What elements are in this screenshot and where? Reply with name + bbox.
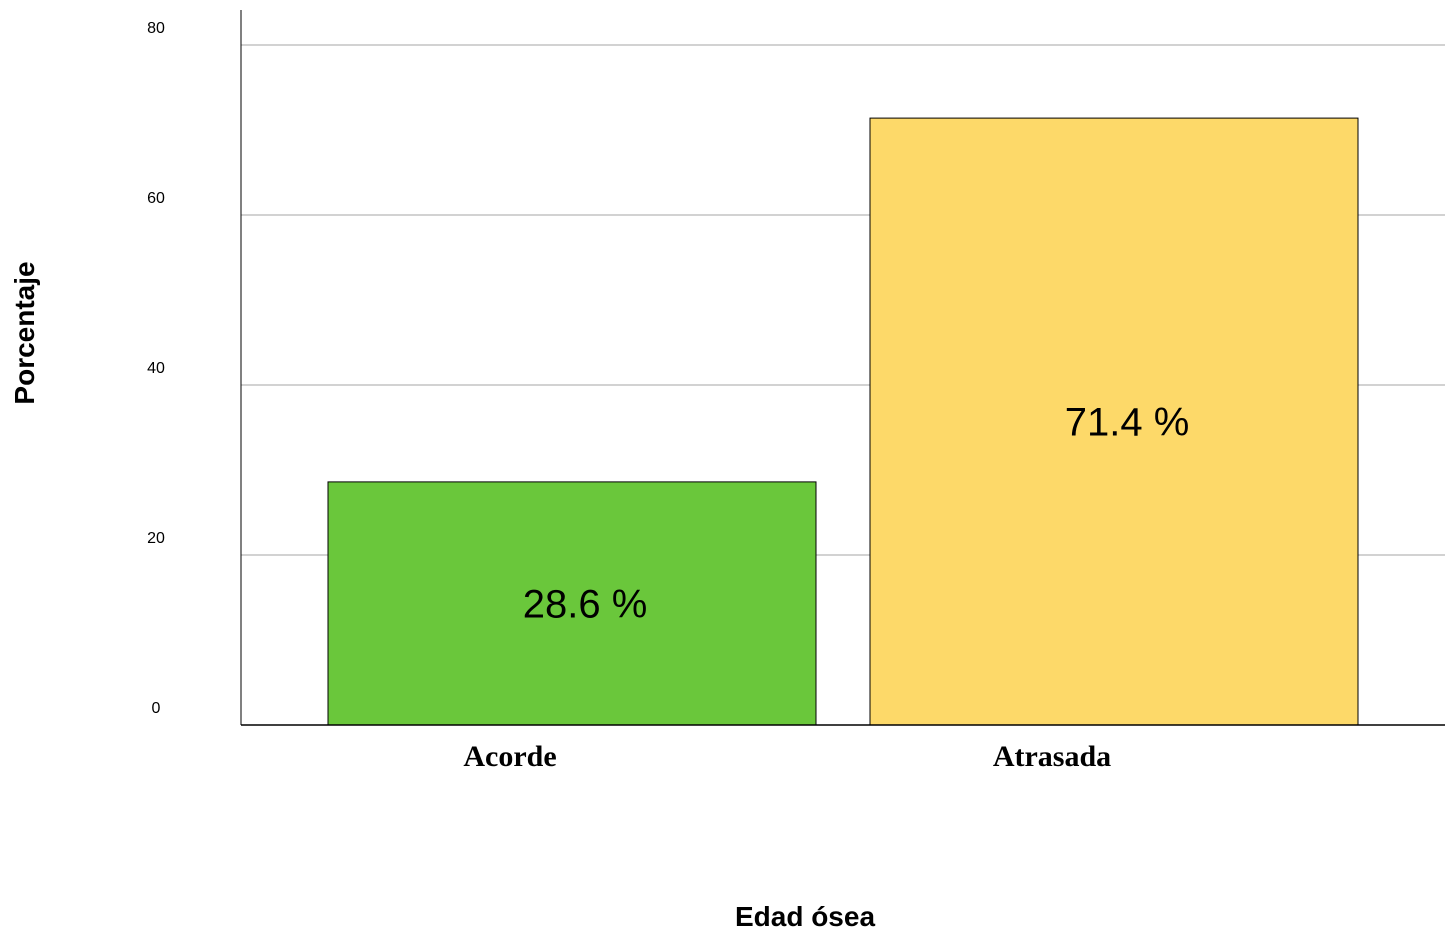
data-label-atrasada: 71.4 % (1065, 401, 1190, 445)
data-label-acorde: 28.6 % (523, 582, 648, 626)
x-category-label: Acorde (463, 740, 556, 773)
y-tick-label: 40 (147, 360, 165, 377)
y-tick-label: 60 (147, 190, 165, 207)
x-category-label: Atrasada (993, 740, 1111, 773)
data-labels: 28.6 % 71.4 % (523, 401, 1190, 627)
y-tick-label: 20 (147, 530, 165, 547)
bar-acorde (327, 481, 817, 726)
y-tick-label: 80 (147, 20, 165, 37)
y-tick-label: 0 (152, 700, 161, 717)
x-axis-title: Edad ósea (735, 901, 875, 932)
x-axis-categories: Acorde Atrasada (463, 740, 1111, 773)
bars (327, 117, 1359, 726)
y-axis-ticks: 0 20 40 60 80 (147, 20, 165, 717)
y-axis-title: Porcentaje (9, 261, 40, 404)
